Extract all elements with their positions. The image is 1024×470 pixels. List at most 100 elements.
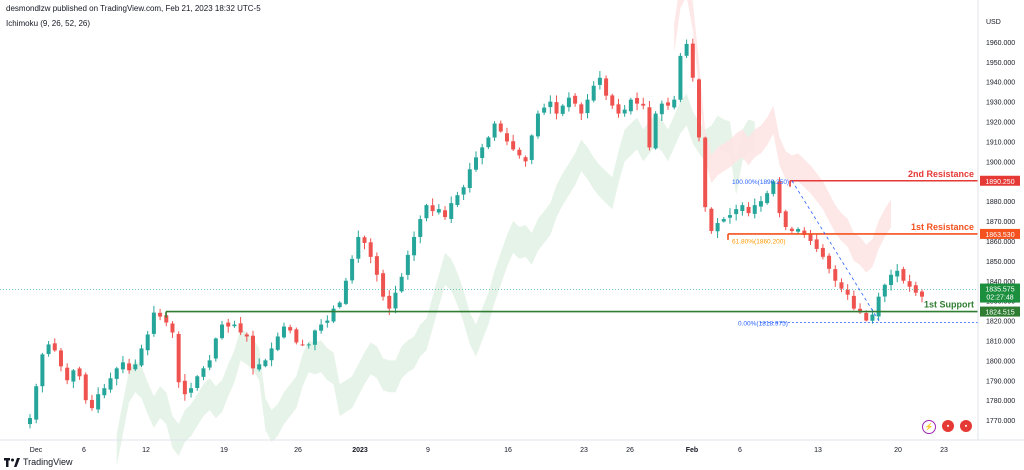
countdown-label: 02:27:48 — [986, 295, 1013, 302]
candle-body — [734, 209, 739, 215]
lightning-icon[interactable]: ⚡ — [922, 420, 936, 434]
candle-body — [622, 109, 627, 114]
candle-body — [405, 254, 410, 275]
price-tick-label: 1840.000 — [986, 279, 1015, 286]
fib-trend-line — [791, 180, 881, 323]
candle-body — [306, 344, 311, 346]
candle-body — [827, 255, 832, 269]
candle-body — [889, 274, 894, 286]
candle-body — [52, 343, 57, 351]
candle-body — [864, 313, 869, 321]
time-tick-label: 23 — [580, 447, 588, 454]
time-tick-label: 12 — [142, 447, 150, 454]
candle-body — [870, 314, 875, 321]
candle-body — [765, 193, 770, 204]
candle-body — [381, 273, 386, 297]
candle-body — [257, 364, 262, 370]
candle-body — [28, 418, 32, 425]
us-flag-icon[interactable]: ▪ — [942, 420, 954, 432]
candle-body — [244, 334, 249, 337]
price-tick-label: 1770.000 — [986, 418, 1015, 425]
candle-body — [529, 135, 534, 160]
price-tick-label: 1820.000 — [986, 319, 1015, 326]
candle-body — [77, 368, 82, 377]
candle-body — [474, 157, 478, 170]
candle-body — [672, 99, 677, 108]
candle-body — [839, 282, 844, 289]
last-price-label: 1835.575 — [985, 287, 1014, 294]
candle-body — [851, 295, 856, 309]
candle-body — [300, 344, 305, 346]
candle-body — [486, 137, 491, 148]
candle-body — [480, 147, 485, 158]
candle-body — [740, 205, 745, 212]
time-tick-label: 9 — [426, 447, 430, 454]
candle-body — [269, 348, 274, 361]
candle-body — [635, 97, 640, 104]
candle-body — [455, 195, 460, 205]
candle-body — [715, 223, 720, 232]
candle-body — [653, 113, 658, 149]
candle-body — [721, 219, 726, 222]
candle-body — [127, 363, 132, 371]
candle-body — [374, 256, 379, 275]
time-tick-label: 13 — [814, 447, 822, 454]
candle-body — [727, 215, 732, 218]
candle-body — [71, 370, 76, 382]
candle-body — [58, 350, 63, 367]
candle-body — [263, 360, 268, 367]
time-tick-label: 6 — [738, 447, 742, 454]
publish-info: desmondlzw published on TradingView.com,… — [6, 4, 261, 13]
candle-body — [331, 308, 336, 322]
candle-body — [387, 295, 392, 309]
candle-body — [337, 302, 342, 308]
candle-body — [641, 103, 646, 106]
last-price-tag — [980, 283, 1020, 303]
fib-label: 100.00%(1890.250) — [732, 179, 789, 186]
candle-body — [46, 344, 51, 355]
candle-body — [430, 205, 435, 212]
us-flag-icon[interactable]: ▪ — [960, 420, 972, 432]
indicator-label[interactable]: Ichimoku (9, 26, 52, 26) — [6, 19, 91, 28]
price-tick-label: 1910.000 — [986, 139, 1015, 146]
candle-body — [232, 324, 237, 327]
level-price-label: 1863.530 — [985, 232, 1014, 239]
candle-body — [343, 280, 348, 304]
candle-body — [393, 292, 398, 309]
candle-body — [684, 43, 689, 56]
candle-body — [424, 205, 429, 219]
candle-body — [876, 296, 881, 317]
candle-body — [220, 324, 225, 339]
candle-body — [288, 327, 293, 331]
time-tick-label: 20 — [894, 447, 902, 454]
level-price-tag — [980, 228, 1020, 239]
time-tick-label: Dec — [30, 447, 43, 454]
price-tick-label: 1920.000 — [986, 120, 1015, 127]
candle-body — [350, 258, 355, 281]
candle-body — [573, 95, 578, 104]
candle-body — [690, 43, 695, 78]
candle-body — [108, 378, 113, 390]
candle-body — [796, 229, 801, 232]
time-tick-label: Feb — [686, 447, 698, 454]
candle-body — [833, 269, 838, 281]
candle-body — [920, 291, 924, 297]
time-tick-label: 19 — [220, 447, 228, 454]
candle-body — [777, 181, 782, 214]
candle-body — [195, 376, 200, 389]
candle-body — [802, 230, 807, 235]
candle-body — [89, 399, 94, 409]
price-axis[interactable]: USD 1770.000 1780.000 1790.000 1800.000 1810.… — [977, 0, 1020, 440]
candle-body — [83, 374, 88, 401]
candle-body — [814, 239, 819, 249]
price-tick-label: 1870.000 — [986, 219, 1015, 226]
time-tick-label: 6 — [82, 447, 86, 454]
price-tick-label: 1930.000 — [986, 100, 1015, 107]
candle-body — [213, 338, 218, 359]
candle-body — [412, 236, 417, 256]
candle-body — [647, 107, 652, 148]
time-axis[interactable]: Dec 6 12 19 26 2023 9 16 23 26 Feb 6 13 20 23 — [0, 439, 1024, 454]
candle-body — [511, 141, 516, 150]
event-icons: ⚡ ▪ ▪ — [922, 420, 972, 434]
